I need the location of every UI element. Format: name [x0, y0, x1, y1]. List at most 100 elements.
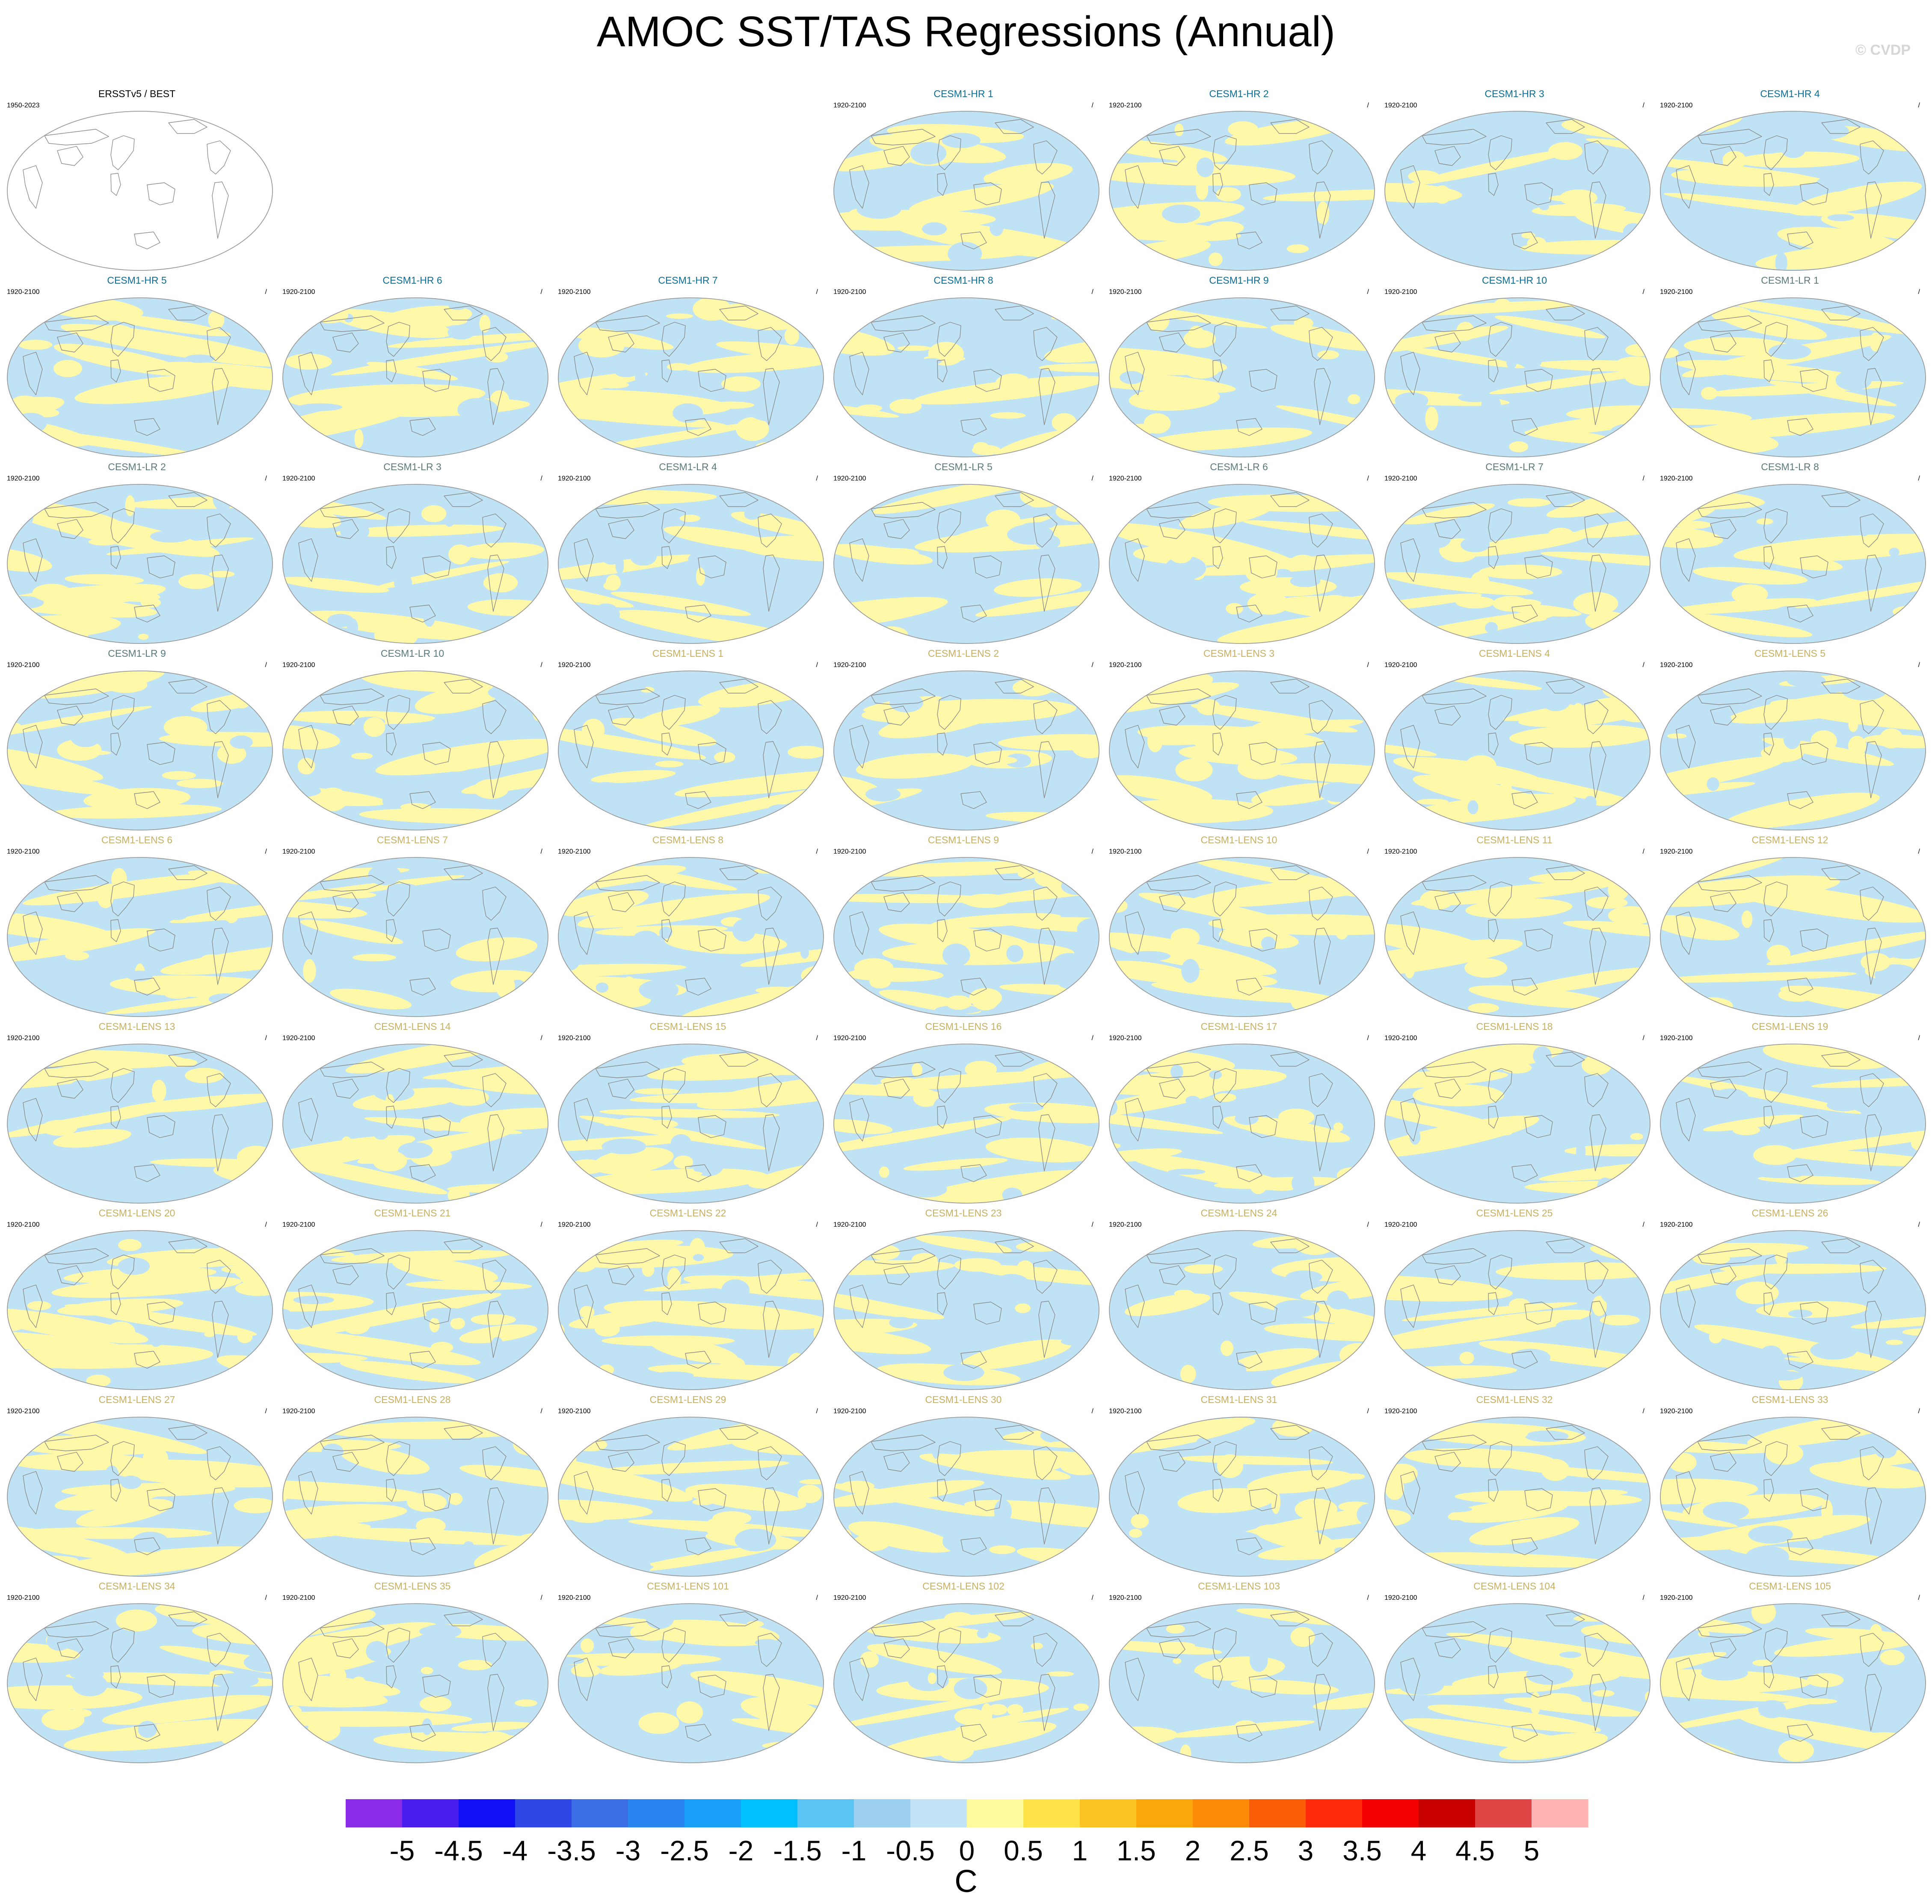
panel-title: CESM1-LENS 33	[1751, 1394, 1828, 1405]
map-panel: CESM1-LENS 19 1920-2100 /	[1653, 1020, 1927, 1204]
world-map	[7, 670, 273, 830]
panel-title: CESM1-LENS 104	[1473, 1581, 1556, 1592]
map-panel: CESM1-LENS 18 1920-2100 /	[1378, 1020, 1651, 1204]
panel-title: CESM1-LENS 11	[1476, 834, 1553, 845]
world-map	[282, 297, 548, 457]
panel-period: 1920-2100	[282, 475, 315, 482]
world-map	[1109, 670, 1375, 830]
panel-period: 1920-2100	[558, 848, 591, 855]
panel-pattern-correlation: /	[1642, 1408, 1645, 1415]
map-panel: CESM1-LR 1 1920-2100 /	[1653, 274, 1927, 458]
panel-period: 1920-2100	[1384, 1408, 1417, 1415]
panel-title: CESM1-LENS 6	[101, 834, 173, 845]
panel-period: 1920-2100	[7, 288, 40, 296]
panel-period: 1950-2023	[7, 102, 40, 109]
world-map	[833, 111, 1099, 271]
world-map	[1660, 670, 1926, 830]
panel-pattern-correlation: /	[265, 288, 267, 296]
map-panel: CESM1-LENS 12 1920-2100 /	[1653, 834, 1927, 1018]
world-map	[7, 484, 273, 644]
colorbar-swatch	[1475, 1799, 1532, 1827]
panel-grid: ERSSTv5 / BEST 1950-2023 CESM1-HR 1 1920-21…	[0, 88, 1927, 1763]
credit-label: © CVDP	[1855, 42, 1911, 58]
panel-period: 1920-2100	[1109, 661, 1142, 669]
panel-title: CESM1-LR 2	[108, 461, 166, 472]
panel-title: CESM1-LENS 3	[1203, 648, 1275, 659]
world-map	[1109, 1417, 1375, 1577]
panel-period: 1920-2100	[1384, 288, 1417, 296]
map-panel: CESM1-HR 10 1920-2100 /	[1378, 274, 1651, 458]
colorbar-tick-label: 2.5	[1230, 1835, 1269, 1866]
panel-pattern-correlation: /	[1918, 475, 1920, 482]
colorbar-swatch	[1362, 1799, 1419, 1827]
panel-pattern-correlation: /	[1642, 661, 1645, 669]
colorbar-swatch	[910, 1799, 967, 1827]
panel-title: CESM1-LENS 30	[925, 1394, 1002, 1405]
world-map	[833, 297, 1099, 457]
panel-period: 1920-2100	[1660, 848, 1693, 855]
panel-title: CESM1-LR 7	[1485, 461, 1544, 472]
world-map	[282, 484, 548, 644]
world-map	[1384, 111, 1650, 271]
colorbar	[346, 1799, 1588, 1827]
map-panel: CESM1-HR 2 1920-2100 /	[1102, 88, 1376, 272]
panel-title: CESM1-LENS 8	[652, 834, 724, 845]
panel-pattern-correlation: /	[540, 1221, 542, 1228]
colorbar-swatch	[572, 1799, 628, 1827]
map-panel: CESM1-LENS 8 1920-2100 /	[551, 834, 825, 1018]
panel-title: CESM1-LENS 18	[1476, 1021, 1553, 1032]
world-map	[1109, 111, 1375, 271]
map-panel: CESM1-LENS 30 1920-2100 /	[827, 1394, 1100, 1578]
panel-period: 1920-2100	[7, 1408, 40, 1415]
world-map	[833, 1603, 1099, 1763]
map-panel: CESM1-LENS 1 1920-2100 /	[551, 647, 825, 831]
panel-period: 1920-2100	[558, 1035, 591, 1042]
panel-title: CESM1-HR 3	[1485, 88, 1544, 99]
world-map	[1660, 1044, 1926, 1204]
panel-pattern-correlation: /	[1642, 475, 1645, 482]
map-panel: CESM1-LENS 33 1920-2100 /	[1653, 1394, 1927, 1578]
panel-title: CESM1-LENS 14	[374, 1021, 451, 1032]
map-panel: CESM1-HR 4 1920-2100 /	[1653, 88, 1927, 272]
panel-title: CESM1-HR 7	[658, 275, 718, 286]
panel-title: CESM1-LENS 2	[927, 648, 999, 659]
colorbar-swatch	[402, 1799, 459, 1827]
colorbar-tick-label: -2.5	[660, 1835, 709, 1866]
world-map	[1109, 1044, 1375, 1204]
colorbar-tick-label: 4.5	[1455, 1835, 1495, 1866]
world-map	[7, 1044, 273, 1204]
map-panel: CESM1-LENS 31 1920-2100 /	[1102, 1394, 1376, 1578]
panel-title: CESM1-HR 1	[933, 88, 993, 99]
world-map	[1660, 857, 1926, 1017]
map-panel: ERSSTv5 / BEST 1950-2023	[0, 88, 274, 272]
panel-title: CESM1-LENS 4	[1479, 648, 1550, 659]
map-panel: CESM1-LENS 20 1920-2100 /	[0, 1207, 274, 1391]
panel-title: CESM1-LR 3	[383, 461, 442, 472]
panel-title: CESM1-LR 6	[1210, 461, 1268, 472]
panel-pattern-correlation: /	[540, 1408, 542, 1415]
panel-period: 1920-2100	[1384, 661, 1417, 669]
world-map	[558, 1044, 824, 1204]
map-panel: CESM1-LR 6 1920-2100 /	[1102, 461, 1376, 645]
world-map	[558, 857, 824, 1017]
panel-title: CESM1-LENS 23	[925, 1207, 1002, 1219]
panel-period: 1920-2100	[7, 661, 40, 669]
colorbar-swatch	[346, 1799, 403, 1827]
panel-title: CESM1-LR 4	[659, 461, 717, 472]
world-map	[1384, 1417, 1650, 1577]
world-map	[1660, 297, 1926, 457]
figure-title: AMOC SST/TAS Regressions (Annual)	[596, 8, 1336, 56]
colorbar-swatch	[1306, 1799, 1363, 1827]
panel-period: 1920-2100	[7, 475, 40, 482]
panel-period: 1920-2100	[282, 1594, 315, 1601]
panel-period: 1920-2100	[1384, 475, 1417, 482]
colorbar-swatch	[1136, 1799, 1193, 1827]
panel-period: 1920-2100	[1384, 1035, 1417, 1042]
panel-pattern-correlation: /	[265, 1221, 267, 1228]
panel-title: CESM1-LENS 27	[98, 1394, 175, 1405]
panel-title: CESM1-LR 9	[108, 648, 166, 659]
colorbar-swatch	[459, 1799, 516, 1827]
panel-pattern-correlation: /	[816, 848, 818, 855]
panel-pattern-correlation: /	[1918, 288, 1920, 296]
panel-period: 1920-2100	[1660, 475, 1693, 482]
